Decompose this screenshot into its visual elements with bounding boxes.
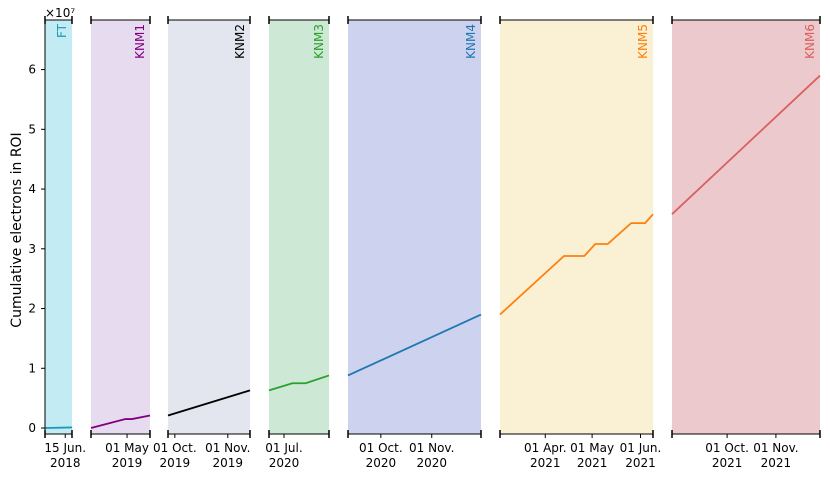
x-tick-label: 01 Nov. 2021	[753, 441, 798, 470]
panel-background	[348, 20, 481, 434]
x-tick-label: 01 Oct. 2021	[705, 441, 749, 470]
y-tick-label: 0	[28, 421, 36, 435]
y-tick-label: 2	[28, 302, 36, 316]
x-tick-label: 01 Oct. 2020	[359, 441, 403, 470]
y-axis-label: Cumulative electrons in ROI	[9, 132, 25, 327]
panel-background	[45, 20, 72, 434]
y-tick-label: 6	[28, 63, 36, 77]
panel-background	[500, 20, 653, 434]
data-line	[167, 389, 251, 417]
y-tick-label: 3	[28, 242, 36, 256]
data-line	[499, 213, 654, 316]
panel-label: KNM1	[133, 24, 147, 59]
panel-background	[91, 20, 150, 434]
y-offset-label: ×10⁷	[45, 6, 75, 20]
panel-label: KNM4	[464, 24, 478, 59]
data-line	[347, 313, 482, 377]
panel-background	[269, 20, 329, 434]
panel-background	[672, 20, 820, 434]
x-tick-label: 01 Oct. 2019	[153, 441, 197, 470]
x-tick-label: 01 Nov. 2020	[409, 441, 454, 470]
panel-label: KNM3	[312, 24, 326, 59]
x-tick-label: 01 Nov. 2019	[205, 441, 250, 470]
data-line	[671, 74, 821, 215]
x-tick-label: 01 Jun. 2021	[620, 441, 662, 470]
panel-label: FT	[55, 23, 69, 38]
y-tick-label: 5	[28, 122, 36, 136]
data-line	[44, 426, 73, 429]
data-line	[268, 374, 330, 392]
x-tick-label: 01 May 2019	[105, 441, 149, 470]
panel-label: KNM2	[233, 24, 247, 59]
x-tick-label: 01 May 2021	[570, 441, 614, 470]
data-line	[90, 414, 151, 429]
x-tick-label: 15 Jun. 2018	[44, 441, 86, 470]
x-tick-label: 01 Apr. 2021	[524, 441, 567, 470]
y-tick-label: 4	[28, 182, 36, 196]
panel-label: KNM6	[803, 24, 817, 59]
x-tick-label: 01 Jul. 2020	[265, 441, 302, 470]
panel-label: KNM5	[636, 24, 650, 59]
y-tick-label: 1	[28, 361, 36, 375]
panel-background	[168, 20, 250, 434]
